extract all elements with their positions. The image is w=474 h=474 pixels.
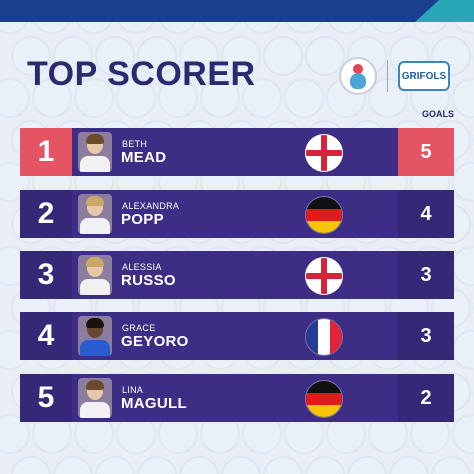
background-circle [452, 414, 474, 454]
player-first-name: GRACE [122, 323, 156, 333]
player-last-name: RUSSO [121, 272, 176, 289]
goals-count: 4 [398, 190, 454, 238]
background-circle [452, 78, 474, 118]
background-circle [53, 36, 93, 76]
background-circle [116, 78, 156, 118]
background-circle [221, 456, 261, 474]
rank-number: 3 [20, 251, 72, 299]
player-last-name: MEAD [121, 149, 167, 166]
logo-divider [387, 60, 388, 92]
scorer-row: 4 GRACE GEYORO 3 [20, 312, 454, 360]
background-circle [53, 456, 93, 474]
england-flag-icon [305, 134, 343, 172]
player-photo [78, 255, 112, 295]
page-title: TOP SCORER [27, 55, 256, 93]
scorer-row: 1 BETH MEAD 5 [20, 128, 454, 176]
france-flag-icon [305, 318, 343, 356]
sponsor-logo: GRIFOLS [398, 61, 450, 91]
player-last-name: GEYORO [121, 333, 189, 350]
background-circle [95, 36, 135, 76]
player-photo [78, 132, 112, 172]
background-circle [452, 246, 474, 286]
background-circle [74, 78, 114, 118]
germany-flag-icon [305, 380, 343, 418]
goals-count: 3 [398, 312, 454, 360]
uefa-womens-euro-icon [339, 57, 377, 95]
scorer-row: 3 ALESSIA RUSSO 3 [20, 251, 454, 299]
background-circle [347, 456, 387, 474]
background-circle [221, 36, 261, 76]
rank-number: 5 [20, 374, 72, 422]
background-circle [305, 36, 345, 76]
background-circle [200, 78, 240, 118]
background-circle [263, 36, 303, 76]
background-circle [137, 456, 177, 474]
player-photo [78, 194, 112, 234]
england-flag-icon [305, 257, 343, 295]
goals-column-header: GOALS [421, 109, 454, 119]
rank-number: 2 [20, 190, 72, 238]
player-first-name: LINA [122, 385, 144, 395]
player-last-name: MAGULL [121, 395, 187, 412]
background-circle [137, 36, 177, 76]
background-circle [284, 78, 324, 118]
scorer-row: 2 ALEXANDRA POPP 4 [20, 190, 454, 238]
background-circle [11, 456, 51, 474]
background-circle [0, 78, 30, 118]
background-circle [32, 78, 72, 118]
top-banner [0, 0, 474, 22]
background-circle [305, 456, 345, 474]
player-last-name: POPP [121, 211, 164, 228]
scorer-row: 5 LINA MAGULL 2 [20, 374, 454, 422]
background-circle [452, 330, 474, 370]
goals-count: 3 [398, 251, 454, 299]
rank-number: 1 [20, 128, 72, 176]
player-first-name: BETH [122, 139, 148, 149]
logo-group: GRIFOLS [339, 56, 450, 96]
background-circle [11, 36, 51, 76]
player-photo [78, 378, 112, 418]
background-circle [242, 78, 282, 118]
background-circle [431, 36, 471, 76]
goals-count: 2 [398, 374, 454, 422]
player-first-name: ALESSIA [122, 262, 162, 272]
background-circle [431, 456, 471, 474]
background-circle [263, 456, 303, 474]
goals-count: 5 [398, 128, 454, 176]
background-circle [389, 456, 429, 474]
background-circle [158, 78, 198, 118]
background-circle [179, 36, 219, 76]
player-first-name: ALEXANDRA [122, 201, 180, 211]
background-circle [95, 456, 135, 474]
germany-flag-icon [305, 196, 343, 234]
rank-number: 4 [20, 312, 72, 360]
player-photo [78, 316, 112, 356]
background-circle [179, 456, 219, 474]
background-circle [452, 162, 474, 202]
